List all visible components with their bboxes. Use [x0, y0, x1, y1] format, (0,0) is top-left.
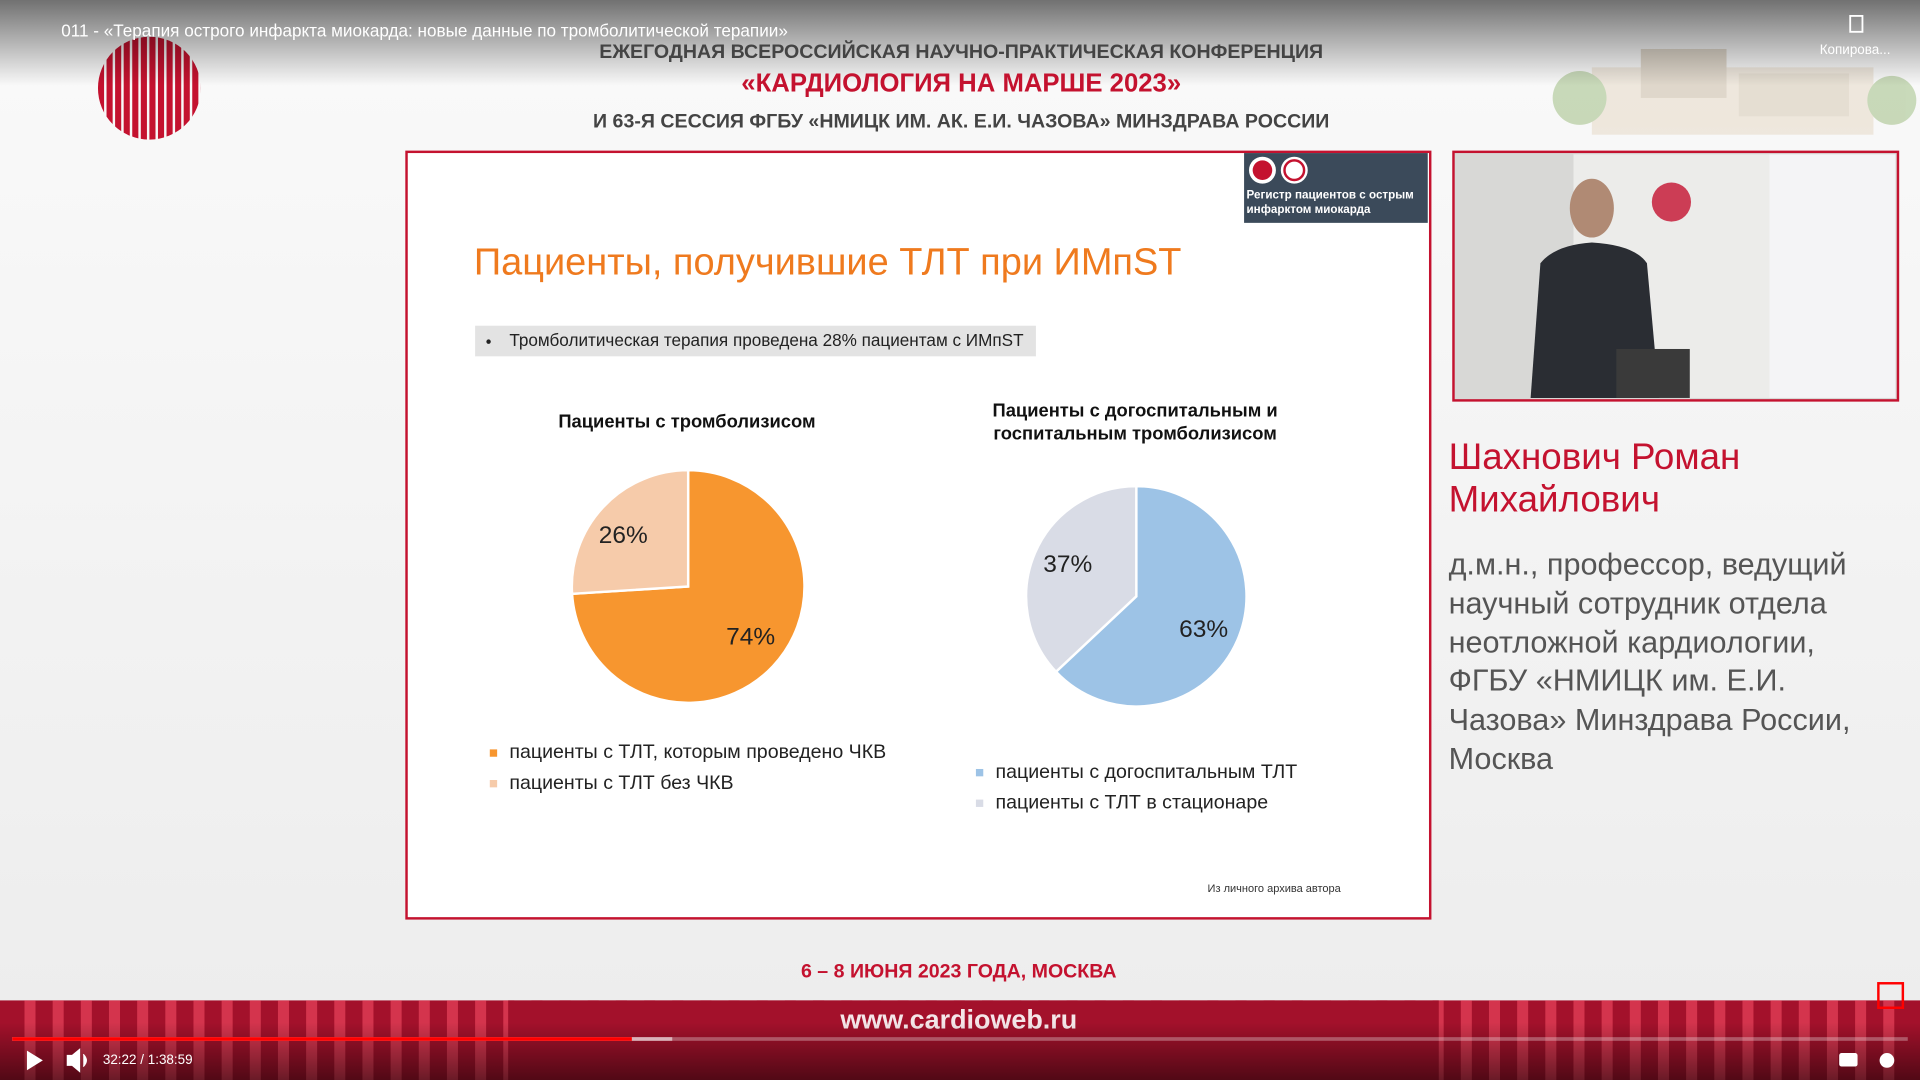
volume-button[interactable]	[66, 1048, 87, 1073]
legend-swatch	[975, 768, 984, 777]
logo-stripe	[175, 36, 182, 140]
speaker-name: Шахнович Роман	[1449, 436, 1741, 477]
copy-icon[interactable]	[1849, 15, 1864, 33]
description-line: научный сотрудник отдела	[1448, 586, 1827, 621]
chart-title-box: Пациенты с догоспитальным и госпитальным…	[992, 400, 1278, 445]
pie-slice	[1054, 484, 1248, 708]
header-title: «КАРДИОЛОГИЯ НА МАРШЕ 2023»	[741, 69, 1181, 97]
chart-title: Пациенты с тромболизисом	[558, 411, 816, 433]
legend-label: пациенты с догоспитальным ТЛТ	[996, 761, 1298, 783]
slide	[405, 150, 1432, 920]
header-line: ЕЖЕГОДНАЯ ВСЕРОССИЙСКАЯ НАУЧНО-ПРАКТИЧЕС…	[599, 39, 1323, 63]
logo	[97, 36, 201, 140]
title-overlay	[0, 0, 1920, 86]
slide-footer: Из личного архива автора	[1208, 883, 1342, 895]
banner-logo	[1651, 182, 1692, 222]
description-line: Чазова» Минздрава России,	[1448, 703, 1851, 738]
legend-swatch	[489, 780, 498, 788]
slice-label: 26%	[599, 522, 648, 549]
podium	[1616, 348, 1690, 398]
time-display: 32:22 / 1:38:59	[103, 1052, 193, 1067]
logo-stripe	[132, 36, 139, 140]
progress-played	[12, 1037, 632, 1041]
subtitles-button[interactable]	[1839, 1053, 1858, 1067]
logo-stripe	[123, 36, 130, 140]
bullet-text: Тромболитическая терапия проведена 28% п…	[509, 330, 1024, 350]
progress-track[interactable]	[12, 1037, 1908, 1041]
logo-stripe	[183, 36, 190, 140]
logo-stripe	[192, 36, 199, 140]
slice-label: 74%	[726, 623, 775, 650]
fullscreen-button[interactable]	[1877, 982, 1905, 1009]
event-date: 6 – 8 ИЮНЯ 2023 ГОДА, МОСКВА	[801, 960, 1117, 982]
controls-overlay	[0, 1022, 1920, 1080]
logo-stripe	[157, 36, 165, 140]
legend-swatch	[489, 749, 498, 757]
slide-title: Пациенты, получившие ТЛТ при ИМпST	[474, 242, 1182, 284]
description-line: неотложной кардиологии,	[1448, 625, 1815, 660]
legend-label: пациенты с ТЛТ в стационаре	[996, 791, 1269, 813]
slice-label: 37%	[1043, 551, 1092, 578]
video-title: 011 - «Терапия острого инфаркта миокарда…	[61, 20, 788, 40]
slice-label: 63%	[1179, 616, 1228, 643]
logo-stripe	[166, 36, 173, 140]
chart-title-box: Пациенты с тромболизисом	[558, 411, 816, 433]
legend-label: пациенты с ТЛТ, которым проведено ЧКВ	[509, 741, 886, 763]
speaker-name: Михайлович	[1449, 479, 1660, 520]
logo-stripe	[115, 36, 122, 140]
logo-stripe	[149, 36, 156, 140]
settings-button[interactable]	[1879, 1053, 1895, 1068]
window	[1769, 154, 1896, 398]
badge-text-box: Регистр пациентов с острым инфарктом мио…	[1246, 188, 1414, 217]
legend-label: пациенты с ТЛТ без ЧКВ	[509, 772, 733, 794]
description-line: д.м.н., профессор, ведущий	[1448, 547, 1847, 582]
pie-slice	[570, 468, 690, 596]
speaker-head	[1569, 178, 1614, 238]
logo-stripe	[140, 36, 147, 140]
bullet-box	[475, 325, 1036, 357]
legend-swatch	[975, 799, 984, 807]
bullet-dot	[486, 339, 491, 344]
logo-stripe	[97, 36, 105, 140]
logo-stripe	[106, 36, 113, 140]
badge-text: Регистр пациентов с острым инфарктом мио…	[1246, 188, 1414, 217]
header-line: И 63-Я СЕССИЯ ФГБУ «НМИЦК ИМ. АК. Е.И. Ч…	[593, 111, 1329, 133]
play-button[interactable]	[26, 1050, 43, 1071]
copy-label[interactable]: Копирова...	[1820, 42, 1891, 57]
pie-slice	[1024, 484, 1138, 674]
description-line: Москва	[1448, 742, 1554, 777]
description-line: ФГБУ «НМИЦК им. Е.И.	[1448, 664, 1786, 699]
speaker-description: д.м.н., профессор, ведущий научный сотруд…	[1449, 546, 1851, 780]
chart-title: Пациенты с догоспитальным и госпитальным…	[992, 400, 1278, 445]
